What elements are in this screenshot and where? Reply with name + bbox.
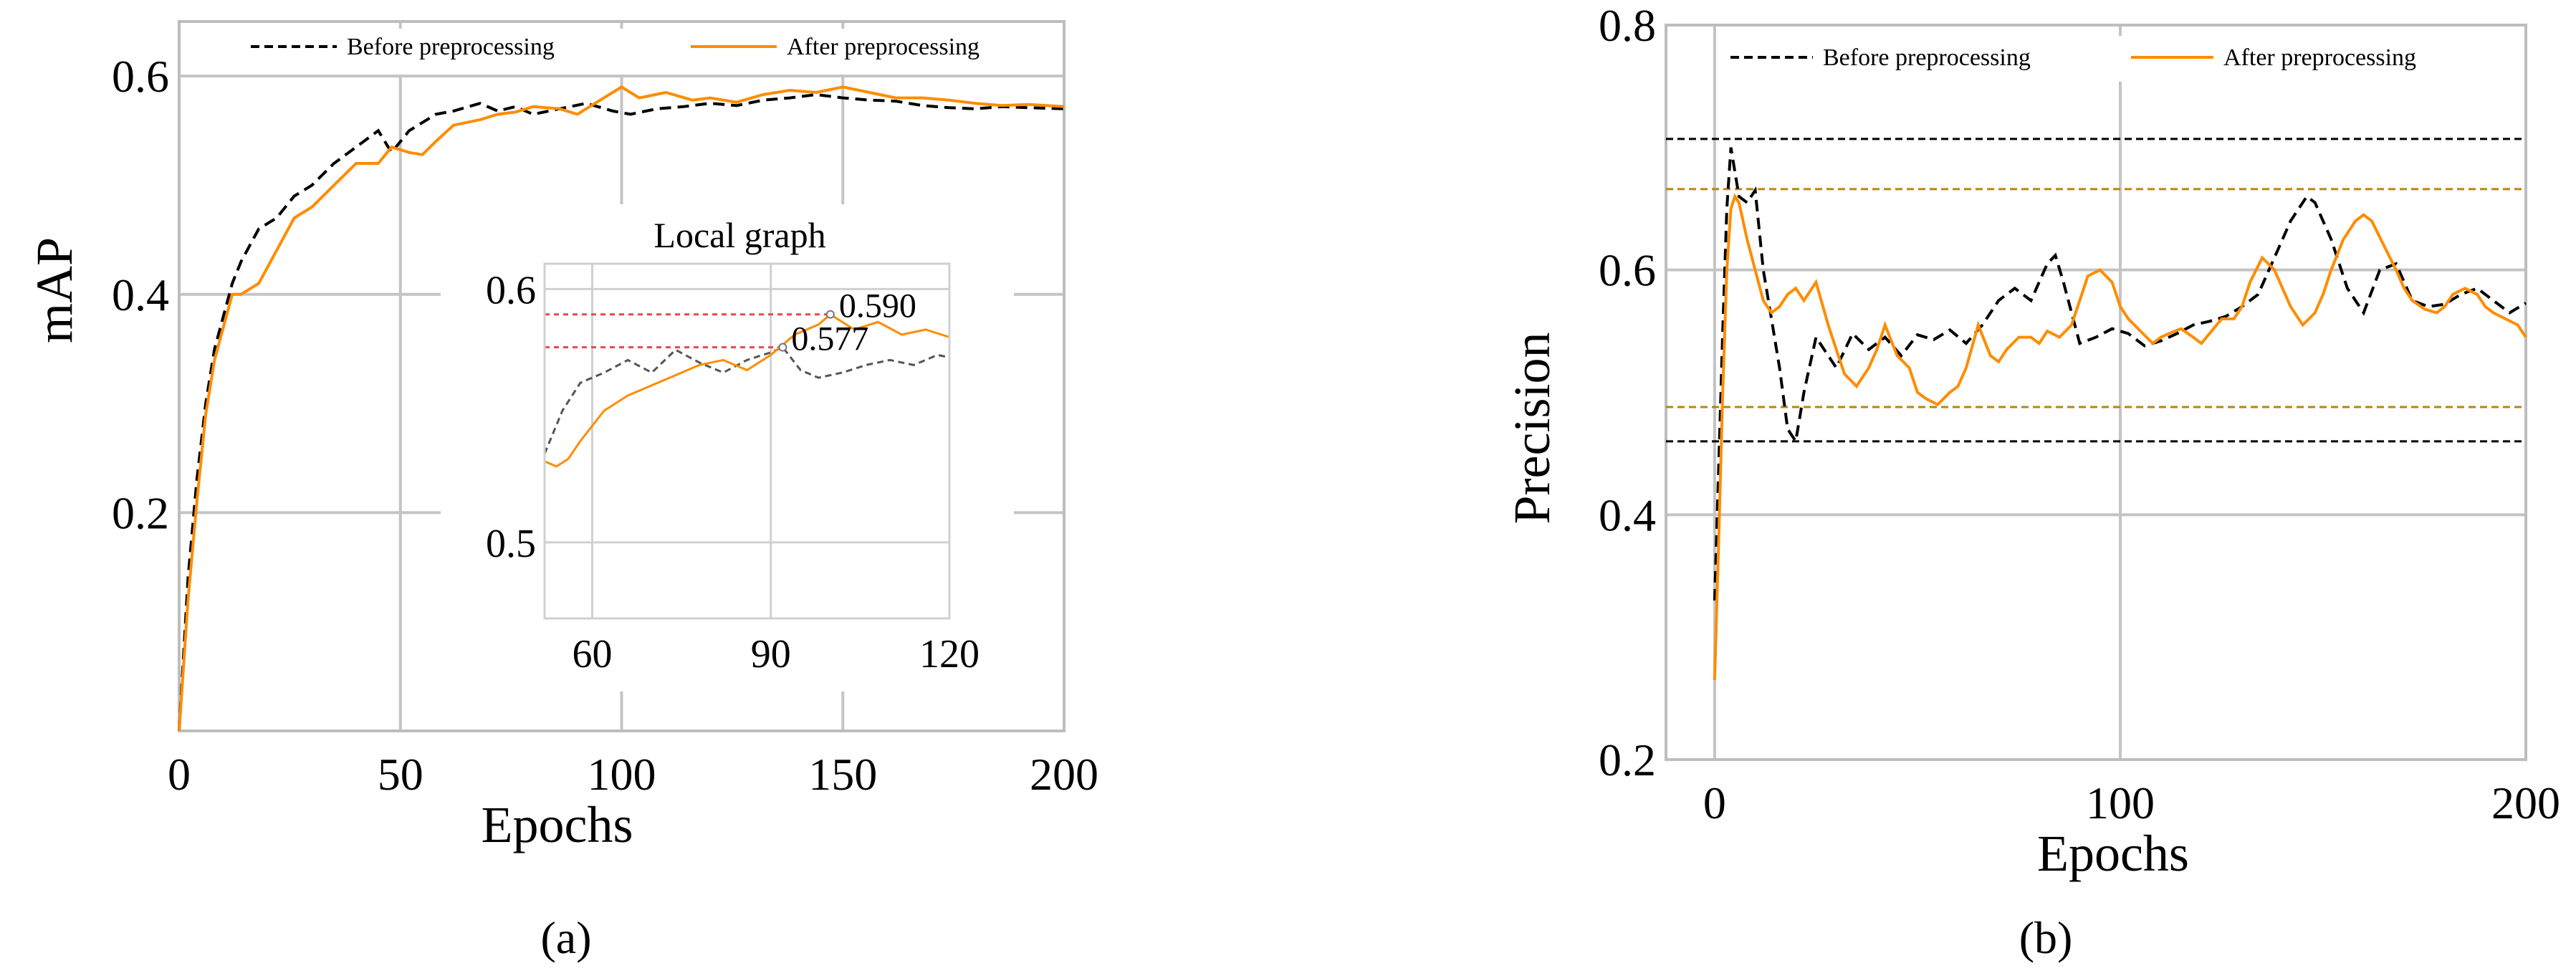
inset-annotation-1: 0.577 bbox=[791, 320, 868, 358]
x-tick-b-0: 0 bbox=[1703, 778, 1726, 828]
inset-frame-outline bbox=[543, 262, 951, 620]
series-a-before bbox=[178, 92, 1065, 732]
plot-frame-b bbox=[1665, 24, 2527, 761]
y-axis-title-a: mAP bbox=[26, 237, 83, 343]
caption-a: (a) bbox=[540, 912, 591, 963]
legend-b-legend-label-1: After preprocessing bbox=[2223, 44, 2416, 71]
x-tick-b-100: 100 bbox=[2086, 778, 2155, 828]
series-b-after bbox=[1713, 193, 2527, 681]
x-tick-a-200: 200 bbox=[1030, 749, 1098, 800]
caption-b: (b) bbox=[2019, 912, 2073, 963]
legend-a: Before preprocessing After preprocessing bbox=[244, 29, 980, 75]
x-axis-title-b: Epochs bbox=[2037, 825, 2189, 882]
series-b-before bbox=[1713, 147, 2527, 601]
y-tick-b-0.2: 0.2 bbox=[1599, 735, 1656, 785]
legend-b: Before preprocessing After preprocessing bbox=[1723, 36, 2416, 82]
plot-frame-a bbox=[178, 20, 1066, 732]
inset-x-tick-60: 60 bbox=[572, 632, 612, 676]
inset-y-tick-0.5: 0.5 bbox=[486, 522, 536, 566]
y-tick-a-0.6: 0.6 bbox=[112, 51, 169, 102]
y-axis-title-b: Precision bbox=[1503, 332, 1561, 525]
x-tick-b-200: 200 bbox=[2491, 778, 2560, 828]
plot-area-b bbox=[1666, 25, 2526, 760]
x-tick-a-50: 50 bbox=[378, 749, 423, 800]
inset-series-after bbox=[544, 312, 950, 468]
x-tick-a-150: 150 bbox=[808, 749, 877, 800]
inset-title: Local graph bbox=[653, 215, 825, 255]
inset-annotation-marker-1 bbox=[778, 343, 787, 352]
legend-a-legend-label-1: After preprocessing bbox=[787, 34, 980, 60]
x-tick-a-100: 100 bbox=[588, 749, 656, 800]
x-axis-title-a: Epochs bbox=[482, 796, 633, 853]
legend-b-legend-label-0: Before preprocessing bbox=[1823, 44, 2031, 71]
inset-y-tick-0.6: 0.6 bbox=[486, 268, 536, 312]
y-tick-a-0.2: 0.2 bbox=[112, 487, 169, 538]
legend-a-legend-label-0: Before preprocessing bbox=[347, 34, 555, 60]
panel-a-map-chart: 0 50 100 150 200 0.2 0.4 0.6 Epochs mAP Before pre… bbox=[26, 20, 1098, 853]
inset-x-tick-120: 120 bbox=[919, 632, 980, 676]
inset-annotation-marker-0 bbox=[825, 310, 835, 319]
y-tick-b-0.8: 0.8 bbox=[1599, 0, 1656, 51]
y-tick-a-0.4: 0.4 bbox=[112, 269, 169, 320]
y-tick-b-0.4: 0.4 bbox=[1599, 489, 1656, 540]
legend-b-bg bbox=[1723, 36, 2411, 82]
inset-annotation-0: 0.590 bbox=[839, 287, 916, 325]
y-tick-b-0.6: 0.6 bbox=[1599, 245, 1656, 296]
legend-a-bg bbox=[244, 29, 960, 75]
inset-x-tick-90: 90 bbox=[751, 632, 791, 676]
x-tick-a-0: 0 bbox=[168, 749, 191, 800]
panel-b-precision-chart: 0 100 200 0.2 0.4 0.6 0.8 Epochs Precision Before… bbox=[1503, 0, 2560, 882]
series-a-after bbox=[178, 85, 1065, 732]
inset-series-before bbox=[543, 345, 950, 454]
